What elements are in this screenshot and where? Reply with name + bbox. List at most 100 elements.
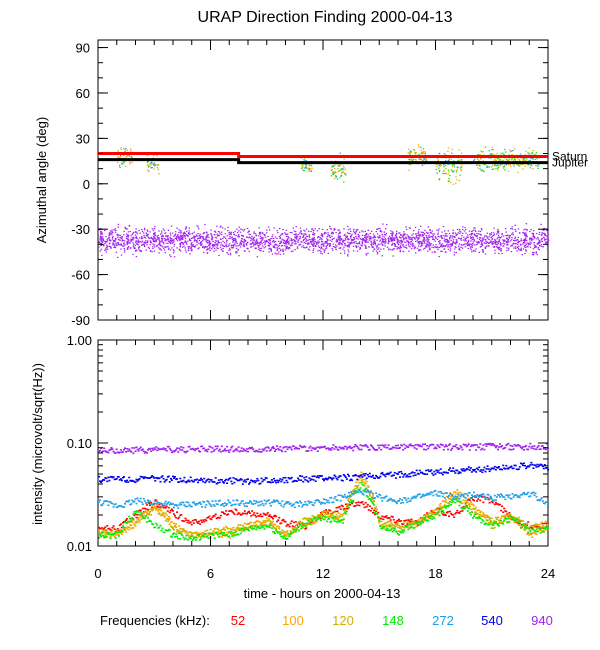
azimuth-point [392,255,394,257]
azimuth-point [452,239,455,241]
azimuth-point [415,252,417,254]
azimuth-point [251,235,253,237]
azimuth-point [414,238,416,240]
intensity-point [306,522,309,525]
azimuth-point [409,150,412,152]
intensity-point [199,523,201,525]
azimuth-point [385,232,388,234]
azimuth-point [105,240,107,243]
intensity-point [166,510,169,512]
azimuth-point [302,245,305,247]
azimuth-point [204,224,206,226]
azimuth-point [229,252,232,255]
intensity-point [479,511,482,514]
azimuth-point [365,234,367,236]
intensity-point [514,517,517,519]
azimuth-point [535,232,538,235]
intensity-point [143,511,146,513]
azimuth-point [172,239,175,241]
intensity-point [124,521,126,524]
azimuth-point [456,228,459,231]
intensity-point [180,528,183,530]
intensity-point [229,531,232,533]
azimuth-point [117,236,119,238]
azimuth-point [495,244,497,246]
azimuth-point [531,253,534,255]
intensity-point [350,495,353,498]
intensity-point [145,521,148,523]
intensity-point [217,536,220,538]
intensity-point [182,528,185,530]
azimuth-point [497,169,499,171]
azimuth-point [515,239,518,241]
intensity-point [235,509,238,512]
azimuth-point [225,241,228,243]
azimuth-point [288,243,290,245]
azimuth-point [171,247,173,249]
azimuth-point [235,234,237,237]
azimuth-point [285,246,288,248]
azimuth-point [514,238,516,240]
intensity-point [422,516,424,519]
azimuth-point [257,235,260,237]
azimuth-point [164,252,166,254]
intensity-point [165,529,168,532]
intensity-point [286,532,289,535]
azimuth-point [285,241,287,243]
azimuth-point [134,247,136,249]
azimuth-point [445,245,447,247]
intensity-point [229,527,232,530]
azimuth-point [379,227,381,229]
azimuth-point [291,239,293,241]
azimuth-point [327,232,329,234]
azimuth-point [113,243,115,245]
azimuth-point [265,241,268,243]
azimuth-point [503,153,505,155]
azimuth-point [187,246,189,248]
azimuth-point [253,231,255,233]
azimuth-point [320,250,322,252]
azimuth-point [426,244,429,246]
azimuth-point [470,243,472,245]
intensity-point [140,513,143,516]
azimuth-point [541,245,543,248]
azimuth-point [382,239,384,241]
azimuth-point [371,245,373,247]
intensity-point [360,471,363,474]
intensity-point [162,514,165,516]
intensity-point [151,523,154,525]
azimuth-point [212,245,214,247]
azimuth-point [415,233,417,235]
azimuth-point [460,169,462,171]
azimuth-point [318,246,321,248]
azimuth-point [449,174,451,177]
azimuth-point [446,243,448,246]
azimuth-point [526,229,528,231]
azimuth-point [299,227,302,229]
azimuth-point [357,238,359,240]
azimuth-point [357,229,359,231]
intensity-point [401,523,404,525]
azimuth-point [124,249,126,251]
azimuth-point [210,234,213,236]
azimuth-point [415,235,418,237]
intensity-point [353,492,356,494]
intensity-point [194,531,197,533]
azimuth-point [447,180,450,182]
azimuth-point [470,237,473,239]
azimuth-point [298,239,300,241]
azimuth-point [106,246,108,249]
azimuth-point [157,169,160,171]
azimuth-point [422,152,424,154]
azimuth-ytick-label: -30 [71,222,90,237]
intensity-point [204,518,207,521]
azimuth-point [200,244,203,246]
intensity-point [185,534,188,537]
azimuth-point [427,237,429,239]
azimuth-point [155,239,157,241]
azimuth-point [123,230,125,233]
intensity-point [190,523,193,526]
intensity-point [219,514,222,517]
intensity-point [181,520,184,522]
